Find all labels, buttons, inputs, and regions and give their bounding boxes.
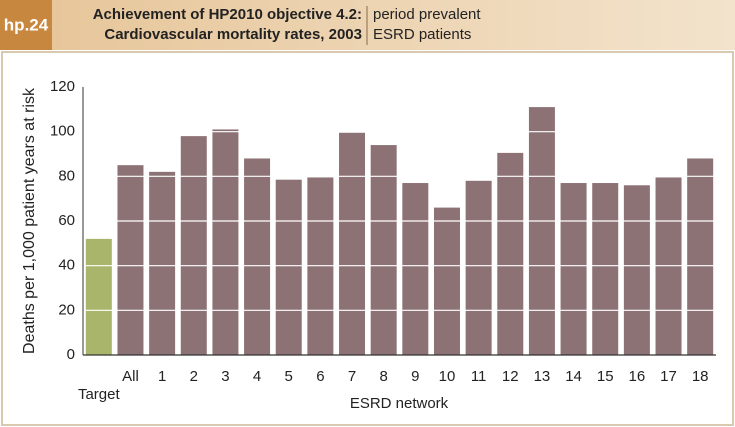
x-tick-label: 15 (597, 368, 614, 385)
y-tick-label: 60 (58, 212, 75, 229)
x-tick-label: 9 (411, 368, 419, 385)
y-axis-title: Deaths per 1,000 patient years at risk (21, 87, 38, 354)
x-tick-label: 8 (380, 368, 388, 385)
x-tick-label: 3 (221, 368, 229, 385)
bar (433, 207, 460, 355)
x-tick-label: 10 (439, 368, 456, 385)
y-tick-label: 100 (50, 123, 75, 140)
bar (212, 129, 239, 355)
bar (149, 171, 176, 355)
x-tick-label: 11 (471, 368, 487, 385)
title-line: Cardiovascular mortality rates, 2003 (104, 26, 362, 43)
x-tick-label: 12 (502, 368, 519, 385)
x-tick-label: 7 (348, 368, 356, 385)
bar (85, 238, 112, 355)
x-tick-label: 5 (285, 368, 293, 385)
bar (370, 145, 397, 355)
bar (402, 183, 429, 355)
badge: hp.24 (4, 15, 49, 34)
x-axis-title: ESRD network (350, 395, 449, 412)
subtitle-line: ESRD patients (373, 26, 471, 43)
x-tick-label: 2 (190, 368, 198, 385)
bar (275, 179, 302, 355)
y-tick-label: 40 (58, 257, 75, 274)
x-tick-label: 13 (534, 368, 551, 385)
x-tick-label: 14 (565, 368, 582, 385)
bar (117, 165, 144, 355)
x-tick-label: 16 (629, 368, 646, 385)
x-tick-label: 6 (316, 368, 324, 385)
bar (465, 180, 492, 355)
x-tick-label: 17 (660, 368, 677, 385)
x-tick-label: 4 (253, 368, 261, 385)
bar (339, 132, 366, 355)
bar (623, 185, 650, 355)
frame (1, 51, 734, 426)
x-tick-label: Target (78, 386, 121, 403)
bar (560, 183, 587, 355)
y-tick-label: 0 (67, 346, 75, 363)
bar (592, 183, 619, 355)
subtitle-line: period prevalent (373, 6, 481, 23)
bar (528, 107, 555, 355)
title-line: Achievement of HP2010 objective 4.2: (93, 6, 362, 23)
bar (180, 136, 207, 355)
bar (687, 158, 714, 355)
x-tick-label: 1 (158, 368, 166, 385)
badge-box (0, 0, 52, 50)
x-tick-label: 18 (692, 368, 709, 385)
y-tick-label: 20 (58, 301, 75, 318)
y-tick-label: 120 (50, 78, 75, 95)
y-tick-label: 80 (58, 167, 75, 184)
bar (497, 152, 524, 355)
x-tick-label: All (122, 368, 139, 385)
bar (244, 158, 271, 355)
